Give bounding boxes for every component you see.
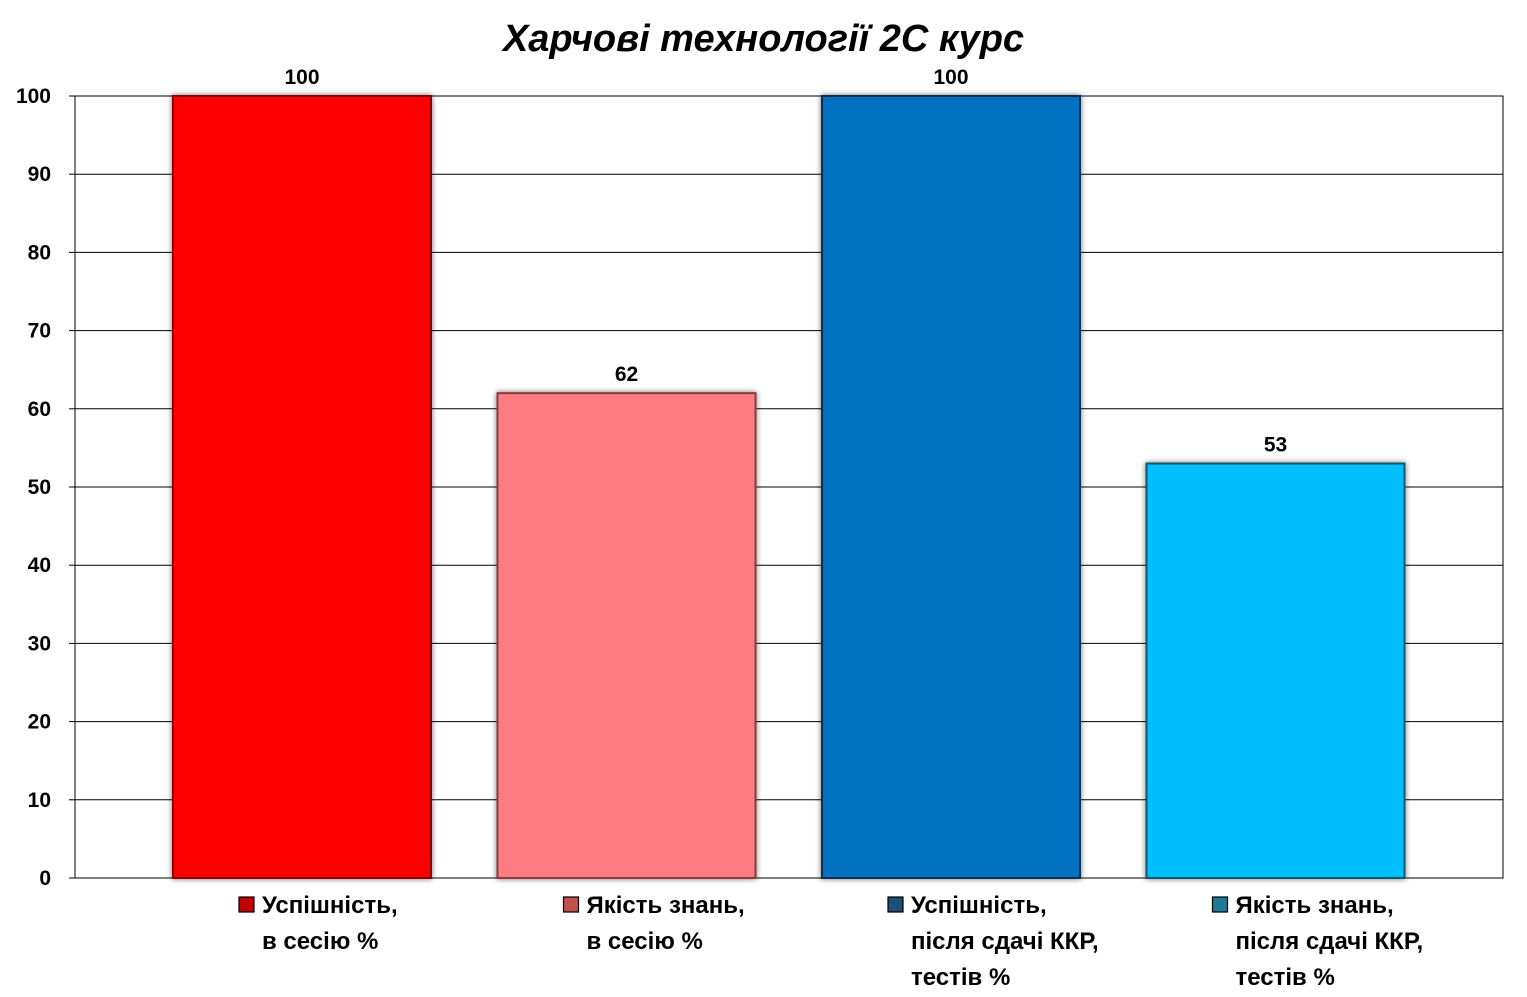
y-tick-label: 100 (16, 85, 51, 108)
bar (1145, 462, 1406, 879)
bar (496, 392, 757, 879)
chart-title: Харчові технології 2С курс (502, 18, 1025, 60)
bar (821, 95, 1081, 879)
bar-layer (172, 95, 1406, 879)
legend-label: Успішність, (262, 892, 398, 919)
data-label: 100 (284, 66, 319, 89)
y-tick-label: 20 (28, 711, 51, 734)
legend-label: тестів % (1236, 964, 1335, 991)
label-layer: 100 62 100 53 (284, 66, 1287, 457)
legend-swatch (887, 896, 904, 913)
y-tick-label: 10 (28, 789, 51, 812)
data-label: 62 (615, 363, 638, 386)
legend-swatch (1211, 896, 1229, 913)
y-tick-label: 30 (28, 632, 51, 655)
legend-label: в сесію % (262, 928, 378, 955)
data-label: 100 (933, 66, 968, 89)
legend-label: в сесію % (587, 928, 703, 955)
legend-label: Якість знань, (1236, 892, 1394, 919)
y-tick-label: 80 (28, 241, 51, 264)
y-tick-label: 70 (28, 320, 51, 343)
legend-label: після сдачі ККР, (1236, 928, 1424, 955)
legend-label: тестів % (911, 964, 1010, 991)
legend-label: після сдачі ККР, (911, 928, 1099, 955)
y-tick-label: 90 (28, 163, 51, 186)
legend-label: Якість знань, (587, 892, 745, 919)
legend-layer: Успішність, в сесію % Якість знань, в сесію… (238, 892, 1424, 991)
legend-label: Успішність, (911, 892, 1047, 919)
legend-swatch (238, 896, 255, 913)
data-label: 53 (1264, 434, 1287, 457)
y-tick-label: 50 (28, 476, 51, 499)
bar (172, 95, 432, 879)
y-tick-label: 40 (28, 554, 51, 577)
legend-swatch (562, 896, 580, 913)
y-tick-label: 60 (28, 398, 51, 421)
axis-layer: 0 10 20 30 40 50 60 70 80 90 100 (16, 85, 76, 890)
y-tick-label: 0 (39, 867, 51, 890)
